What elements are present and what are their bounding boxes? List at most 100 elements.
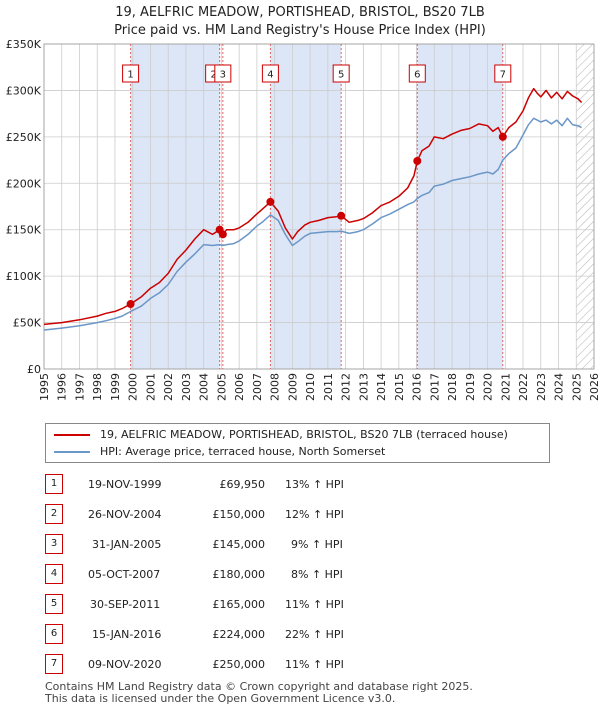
x-tick-label: 2004	[198, 373, 211, 401]
sale-label-number: 7	[500, 70, 506, 81]
sale-label-box: 3	[214, 64, 232, 83]
shaded-band	[417, 44, 503, 369]
sale-price: £180,000	[212, 568, 266, 581]
table-row: 1 19-NOV-1999 £69,950 13% ↑ HPI	[45, 470, 565, 500]
sale-label-frame	[332, 64, 350, 83]
hpi-series-line	[43, 117, 582, 331]
sale-hpi: 9% ↑ HPI	[291, 538, 343, 551]
sale-label-number: 6	[414, 70, 420, 81]
sale-label-box: 5	[332, 64, 350, 83]
y-tick-label: £150K	[6, 224, 42, 237]
sale-label-frame	[122, 64, 140, 83]
x-tick-label: 1999	[109, 373, 122, 401]
x-tick-label: 1995	[38, 373, 51, 401]
x-tick-label: 2008	[269, 373, 282, 401]
sale-label-number: 5	[338, 70, 344, 81]
forecast-hatch	[576, 44, 594, 369]
sale-label-number: 3	[220, 70, 226, 81]
x-tick-label: 2012	[340, 373, 353, 401]
chart-subtitle: Price paid vs. HM Land Registry's House …	[114, 23, 486, 38]
legend-item-hpi: HPI: Average price, terraced house, Nort…	[54, 444, 385, 460]
x-tick-label: 2001	[144, 373, 157, 401]
legend-swatch-price	[54, 434, 90, 436]
sale-date: 19-NOV-1999	[88, 478, 162, 491]
x-tick-label: 2026	[588, 373, 600, 401]
footer: Contains HM Land Registry data © Crown c…	[45, 681, 473, 705]
x-tick-label: 2018	[446, 373, 459, 401]
sale-point	[126, 300, 135, 309]
y-tick-label: £350K	[6, 38, 42, 51]
x-tick-label: 2013	[357, 373, 370, 401]
footer-licence: This data is licensed under the Open Gov…	[45, 692, 396, 705]
x-tick-label: 2005	[215, 373, 228, 401]
x-tick-label: 2000	[127, 373, 140, 401]
sale-label-frame	[408, 64, 426, 83]
sale-label-number: 4	[267, 70, 273, 81]
sale-hpi: 12% ↑ HPI	[285, 508, 344, 521]
sale-date: 30-SEP-2011	[90, 598, 161, 611]
sale-hpi: 11% ↑ HPI	[285, 658, 344, 671]
price-series-line	[43, 87, 583, 326]
x-tick-label: 2021	[499, 373, 512, 401]
sale-number: 6	[45, 624, 63, 644]
footer-copyright: Contains HM Land Registry data © Crown c…	[45, 680, 473, 693]
sale-hpi: 11% ↑ HPI	[285, 598, 344, 611]
table-row: 3 31-JAN-2005 £145,000 9% ↑ HPI	[45, 530, 565, 560]
sale-price: £250,000	[212, 658, 266, 671]
x-tick-label: 1996	[56, 373, 69, 401]
sale-price: £224,000	[212, 628, 266, 641]
x-tick-label: 2023	[535, 373, 548, 401]
table-row: 4 05-OCT-2007 £180,000 8% ↑ HPI	[45, 560, 565, 590]
y-tick-label: £300K	[6, 84, 42, 97]
y-tick-label: £100K	[6, 270, 42, 283]
sale-label-frame	[494, 64, 512, 83]
x-tick-label: 2024	[553, 373, 566, 401]
table-row: 5 30-SEP-2011 £165,000 11% ↑ HPI	[45, 590, 565, 620]
legend-swatch-hpi	[54, 451, 90, 453]
sale-label-box: 7	[494, 64, 512, 83]
sale-number: 5	[45, 594, 63, 614]
price-chart: 1 2 3 4 5 6 7£0£50K£100K£150K£200K£250K£300K£3…	[6, 38, 600, 401]
x-tick-label: 2017	[428, 373, 441, 401]
sale-hpi: 13% ↑ HPI	[285, 478, 344, 491]
sale-price: £145,000	[212, 538, 266, 551]
sale-label-frame	[261, 64, 279, 83]
chart-title: 19, AELFRIC MEADOW, PORTISHEAD, BRISTOL,…	[115, 5, 485, 20]
sale-label-box: 4	[261, 64, 279, 83]
sale-price: £165,000	[212, 598, 266, 611]
x-tick-label: 2006	[233, 373, 246, 401]
x-tick-label: 1998	[91, 373, 104, 401]
plot-border	[43, 43, 595, 370]
sale-date: 26-NOV-2004	[88, 508, 162, 521]
x-tick-label: 2019	[464, 373, 477, 401]
x-tick-label: 2015	[393, 373, 406, 401]
x-tick-label: 2009	[286, 373, 299, 401]
sale-point	[413, 157, 422, 165]
x-tick-label: 2002	[162, 373, 175, 401]
legend-label-price: 19, AELFRIC MEADOW, PORTISHEAD, BRISTOL,…	[100, 428, 508, 441]
sale-hpi: 8% ↑ HPI	[291, 568, 343, 581]
sale-label-box: 1	[122, 64, 140, 83]
sale-point	[498, 132, 507, 141]
y-tick-label: £200K	[6, 177, 42, 190]
sale-label-box: 6	[408, 64, 426, 83]
x-tick-label: 2016	[411, 373, 424, 401]
sale-hpi: 22% ↑ HPI	[285, 628, 344, 641]
x-tick-label: 1997	[73, 373, 86, 401]
shaded-band	[130, 44, 220, 369]
x-tick-label: 2022	[517, 373, 530, 401]
legend: 19, AELFRIC MEADOW, PORTISHEAD, BRISTOL,…	[45, 423, 550, 463]
shaded-band	[270, 44, 342, 369]
x-tick-label: 2025	[570, 373, 583, 401]
sale-price: £69,950	[219, 478, 266, 491]
x-tick-label: 2020	[482, 373, 495, 401]
y-tick-label: £0	[27, 363, 41, 376]
sale-date: 31-JAN-2005	[92, 538, 162, 551]
sale-number: 2	[45, 504, 63, 524]
table-row: 6 15-JAN-2016 £224,000 22% ↑ HPI	[45, 620, 565, 650]
x-tick-label: 2010	[304, 373, 317, 401]
sale-number: 1	[45, 474, 63, 494]
y-tick-label: £250K	[6, 131, 42, 144]
sale-point	[337, 211, 346, 220]
table-row: 2 26-NOV-2004 £150,000 12% ↑ HPI	[45, 500, 565, 530]
